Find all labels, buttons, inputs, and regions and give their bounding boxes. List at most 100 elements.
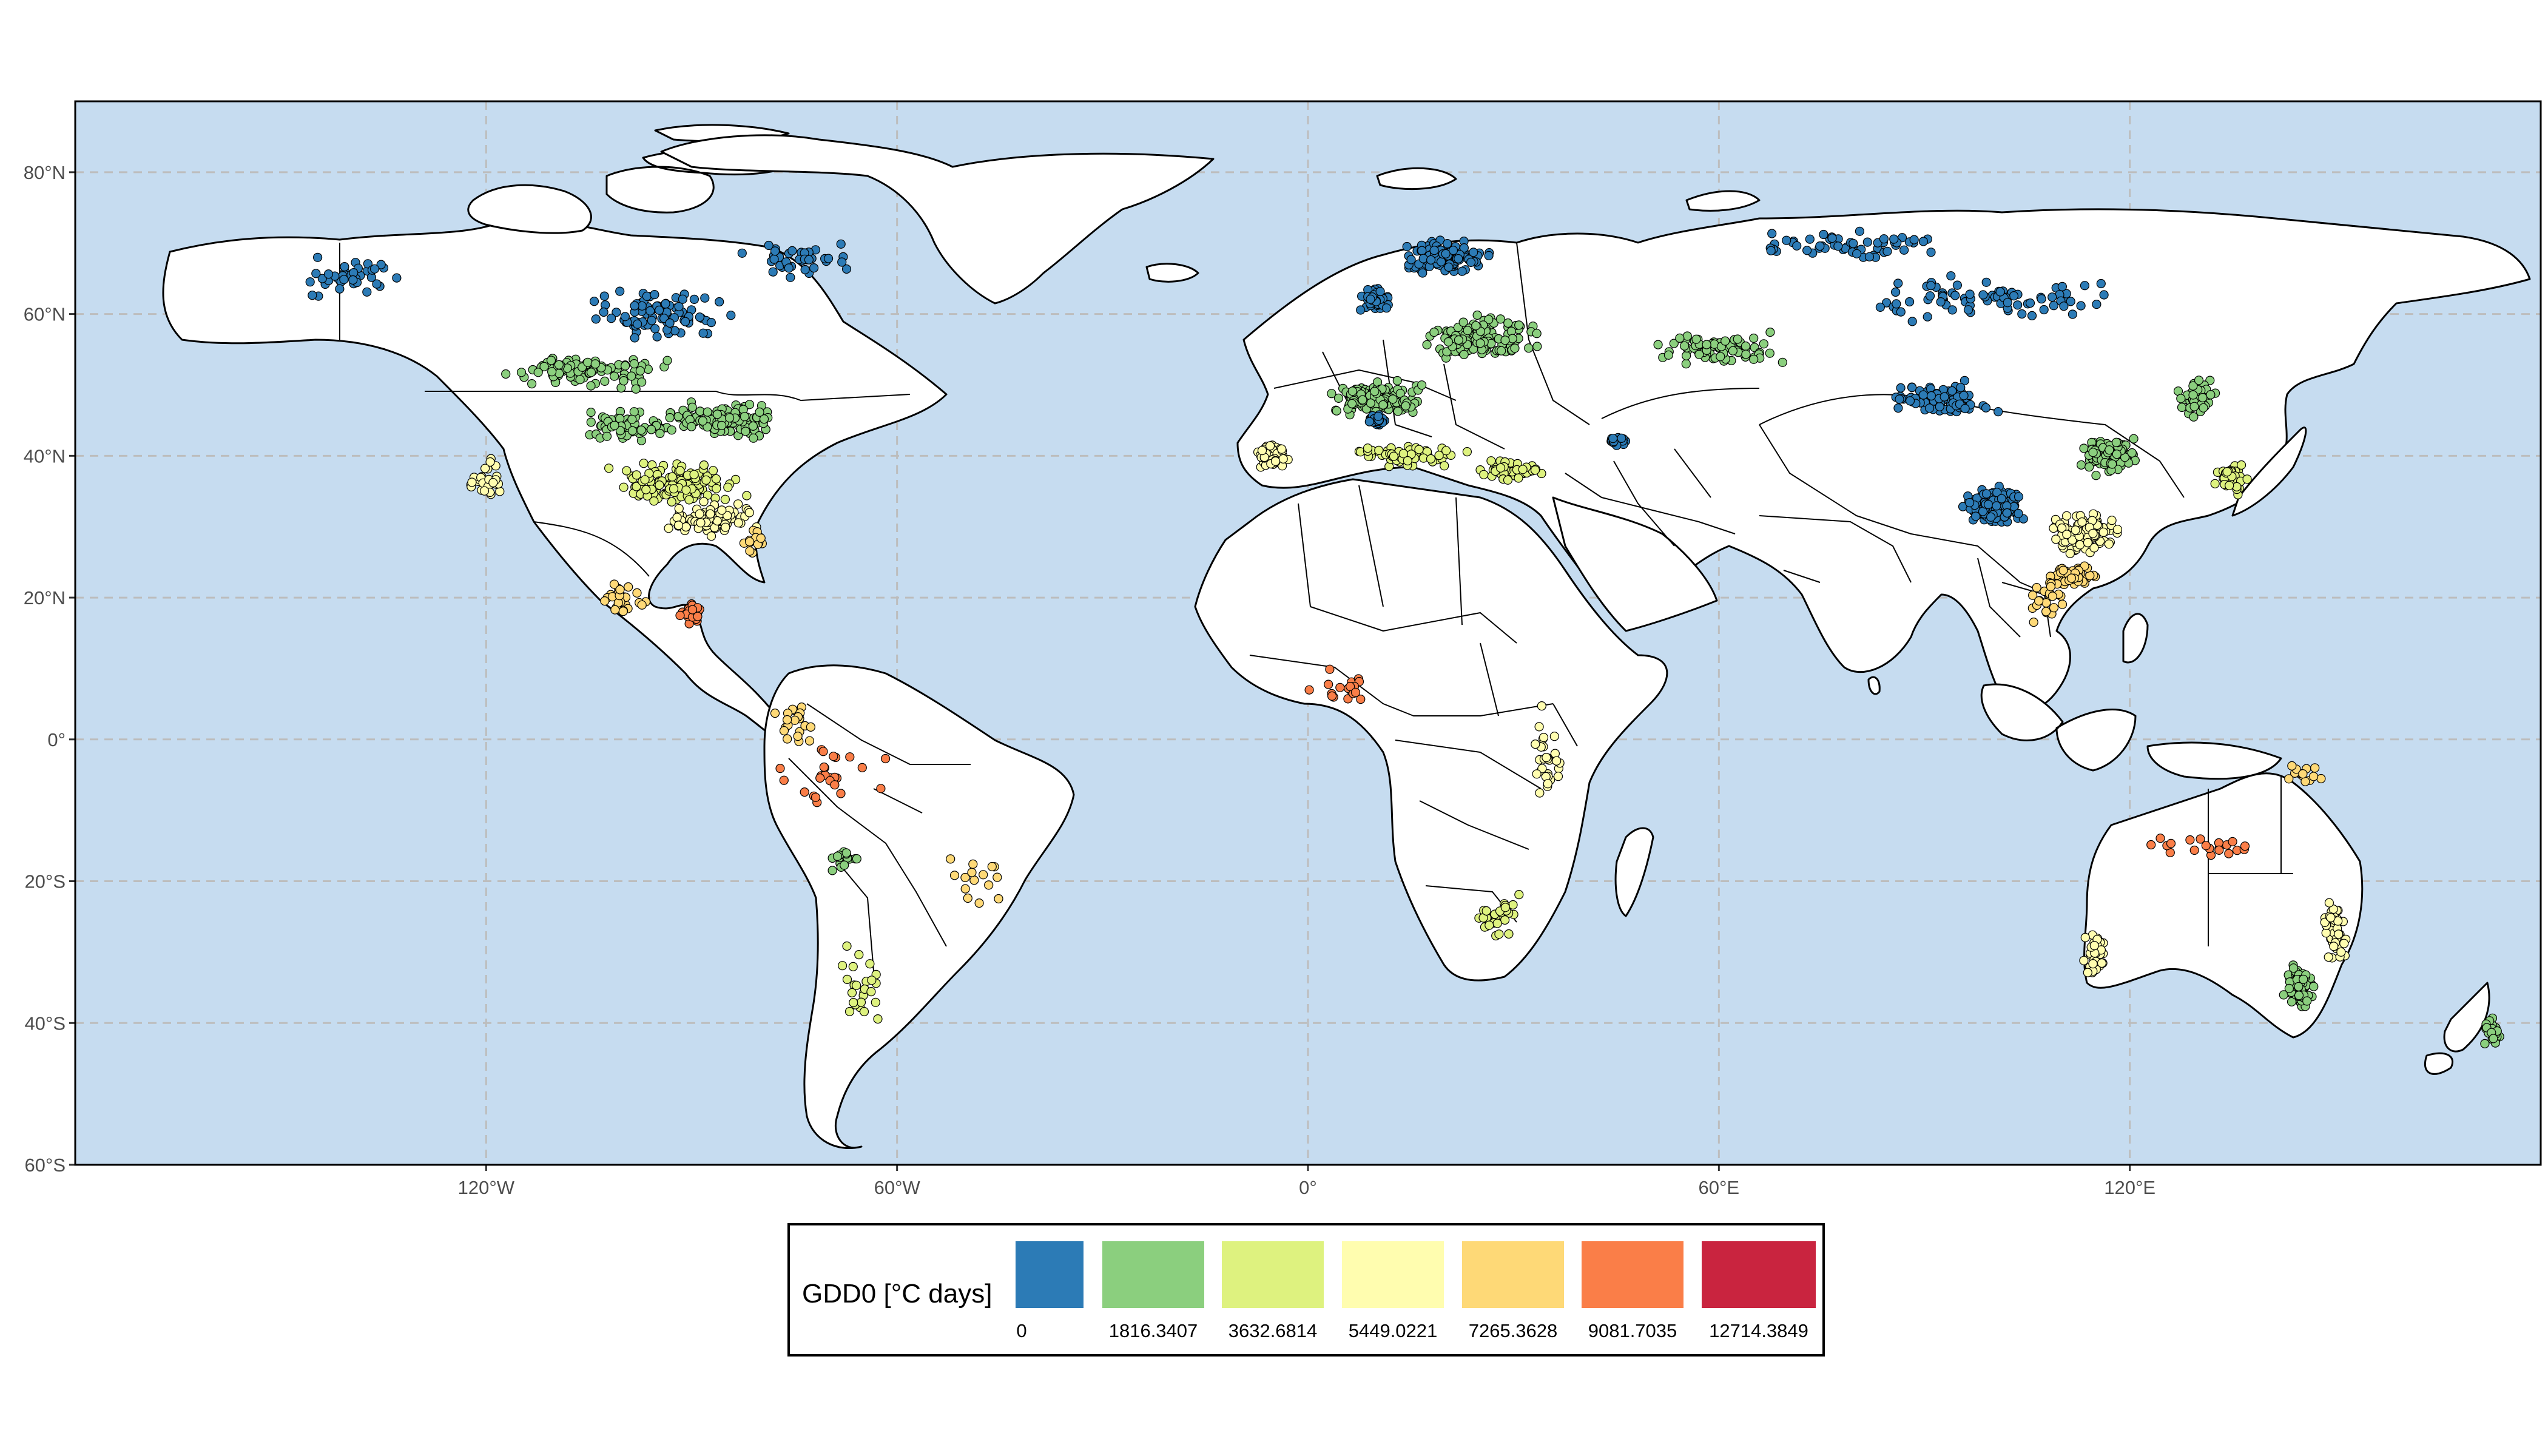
data-point <box>703 407 712 417</box>
data-point <box>1508 900 1518 910</box>
data-point <box>687 605 698 615</box>
data-point <box>1332 406 1341 416</box>
data-point <box>720 494 730 504</box>
data-point <box>2077 460 2086 470</box>
data-point <box>779 726 789 736</box>
data-point <box>637 600 647 610</box>
lon-tick-label: 60°E <box>1699 1177 1740 1198</box>
legend-label: 9081.7035 <box>1588 1320 1677 1341</box>
data-point <box>640 475 650 485</box>
data-point <box>372 279 382 289</box>
data-point <box>1463 326 1472 335</box>
data-point <box>641 485 651 494</box>
data-point <box>681 485 691 495</box>
data-point <box>695 509 704 519</box>
data-point <box>1475 339 1485 348</box>
data-point <box>1947 305 1957 315</box>
data-point <box>554 360 564 369</box>
lat-tick-label: 60°N <box>24 304 66 325</box>
data-point <box>2079 956 2089 965</box>
data-point <box>1981 489 1992 499</box>
data-point <box>770 246 780 256</box>
data-point <box>1457 266 1467 276</box>
data-point <box>1327 389 1336 399</box>
data-point <box>1918 237 1928 246</box>
data-point <box>815 773 825 783</box>
data-point <box>684 495 694 505</box>
borders-australia <box>2208 777 2293 946</box>
data-point <box>740 412 750 422</box>
data-point <box>2284 774 2294 784</box>
data-point <box>960 884 970 894</box>
data-point <box>586 368 596 377</box>
data-point <box>2336 947 2346 957</box>
data-point <box>775 763 785 774</box>
data-point <box>2107 516 2117 525</box>
data-point <box>632 482 641 491</box>
data-point <box>2080 281 2089 291</box>
lat-tick-label: 60°S <box>24 1154 66 1176</box>
data-point <box>1608 434 1618 443</box>
data-point <box>804 255 814 265</box>
data-point <box>629 407 639 417</box>
data-point <box>1896 307 1906 317</box>
data-point <box>2329 942 2339 951</box>
data-point <box>1403 456 1412 466</box>
data-point <box>1978 290 1988 300</box>
data-point <box>681 522 691 532</box>
data-point <box>963 893 972 903</box>
data-point <box>836 239 846 249</box>
data-point <box>787 246 797 255</box>
data-point <box>1956 383 1966 393</box>
data-point <box>1833 241 1843 251</box>
data-point <box>2066 573 2077 583</box>
data-point <box>848 962 858 972</box>
data-point <box>1333 393 1344 403</box>
data-point <box>1454 254 1463 264</box>
legend-swatch <box>1342 1241 1444 1308</box>
borders-africa <box>1249 485 1578 923</box>
data-point <box>2104 539 2114 549</box>
data-point <box>2057 281 2067 291</box>
legend-label: 3632.6814 <box>1228 1320 1318 1341</box>
data-point <box>1436 257 1446 266</box>
data-point <box>636 425 646 435</box>
data-point <box>650 290 659 300</box>
data-point <box>1278 454 1288 464</box>
data-point <box>2294 991 2304 1000</box>
data-point <box>1370 386 1380 396</box>
data-point <box>619 482 629 492</box>
data-point <box>2088 448 2098 457</box>
data-point <box>317 274 327 283</box>
data-point <box>2129 434 2138 443</box>
data-point <box>2057 599 2068 609</box>
data-point <box>1767 229 1777 238</box>
data-point <box>589 297 599 306</box>
data-point <box>2480 1039 2490 1049</box>
data-point <box>1481 906 1491 916</box>
data-point <box>793 731 803 741</box>
data-point <box>744 508 754 517</box>
data-point <box>842 974 852 985</box>
data-point <box>1443 337 1454 347</box>
data-point <box>1373 411 1383 421</box>
data-point <box>1429 327 1439 337</box>
data-point <box>2051 534 2061 544</box>
data-point <box>2214 845 2224 855</box>
data-point <box>1484 251 1494 260</box>
data-point <box>340 262 349 272</box>
data-point <box>1530 465 1540 475</box>
data-point <box>1514 320 1524 330</box>
data-point <box>1472 310 1482 320</box>
data-point <box>849 997 858 1008</box>
lat-tick-label: 40°S <box>24 1013 66 1034</box>
data-point <box>586 417 596 427</box>
legend-title: GDD0 [°C days] <box>802 1279 993 1309</box>
legend-label: 7265.3628 <box>1468 1320 1558 1341</box>
data-point <box>2309 772 2319 781</box>
data-point <box>818 747 828 757</box>
data-point <box>1992 488 2002 497</box>
data-point <box>2097 958 2107 968</box>
data-point <box>832 851 843 861</box>
